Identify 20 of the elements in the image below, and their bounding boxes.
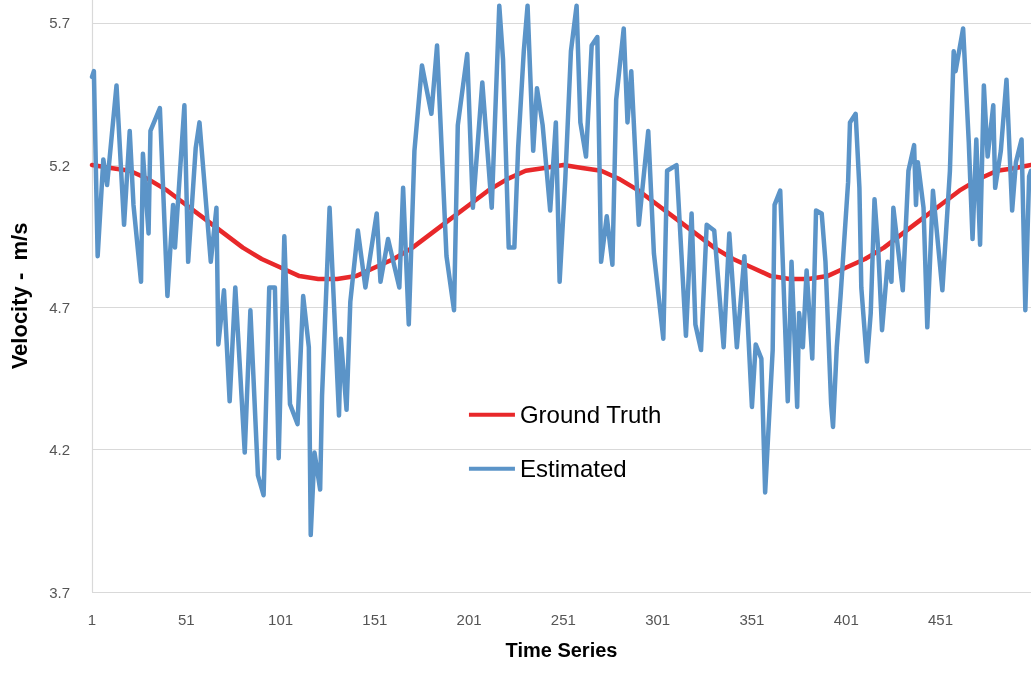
- x-tick-label: 451: [927, 611, 954, 628]
- y-tick-label: 3.7: [49, 583, 70, 601]
- y-tick-label: 4.7: [49, 298, 70, 316]
- x-axis-title: Time Series: [505, 639, 618, 661]
- y-tick-label: 4.2: [49, 441, 70, 459]
- line-series: [89, 3, 1031, 538]
- x-tick-label: 401: [833, 611, 859, 628]
- legend-label: Estimated: [519, 455, 627, 483]
- x-tick-label: 101: [268, 611, 294, 628]
- legend-label: Ground Truth: [519, 401, 662, 429]
- y-axis-title: Velocity - m/s: [6, 222, 32, 370]
- y-tick-label: 5.2: [49, 156, 70, 174]
- x-tick-label: 151: [362, 611, 388, 628]
- x-tick-label: 1: [87, 611, 97, 628]
- x-tick-label: 201: [456, 611, 482, 628]
- x-tick-label: 251: [550, 611, 576, 628]
- x-tick-label: 51: [177, 611, 195, 628]
- x-tick-label: 301: [645, 611, 671, 628]
- y-tick-label: 5.7: [49, 14, 70, 32]
- x-tick-label: 351: [739, 611, 765, 628]
